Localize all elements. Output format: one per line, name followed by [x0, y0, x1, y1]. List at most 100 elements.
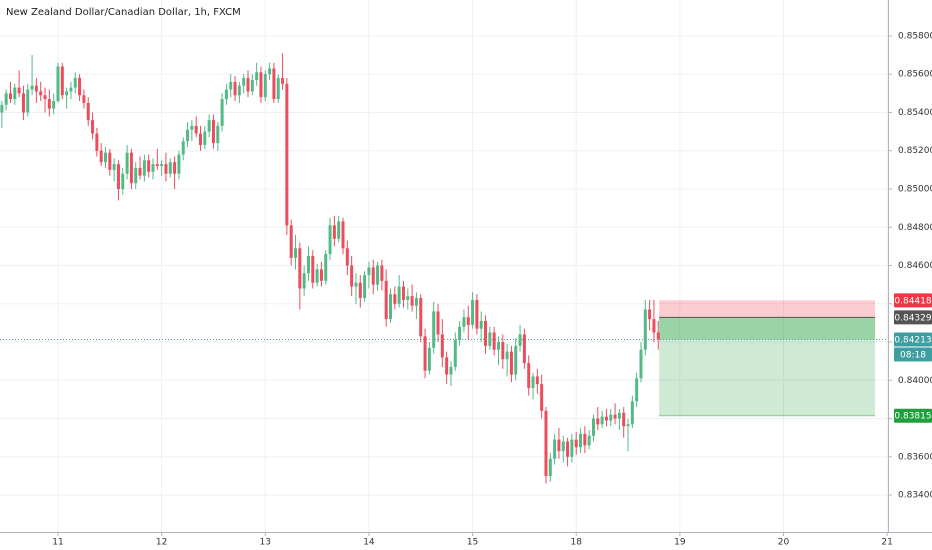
candle-body	[21, 93, 25, 113]
y-tick-label: 0.85600	[898, 70, 932, 80]
candle-body	[423, 336, 427, 371]
candle-body	[337, 221, 341, 239]
candle-body	[246, 78, 250, 92]
candle-body	[345, 248, 349, 266]
candle-body	[211, 120, 215, 144]
candle-body	[47, 99, 51, 109]
candle-body	[566, 441, 570, 457]
stop-label: 0.84418	[894, 296, 931, 306]
candle-body	[635, 378, 639, 402]
candle-body	[639, 349, 643, 379]
y-tick-label: 0.83400	[898, 491, 932, 501]
x-tick-label: 14	[363, 538, 375, 548]
candle-body	[596, 418, 600, 425]
candle-body	[43, 95, 47, 100]
x-tick-label: 19	[674, 538, 686, 548]
countdown-label-bg	[894, 347, 932, 362]
candle-body	[285, 83, 289, 226]
stop-label-bg	[894, 293, 932, 308]
candle-body	[60, 66, 64, 96]
candle-body	[142, 160, 146, 176]
candle-body	[203, 131, 207, 146]
target-label: 0.83815	[894, 412, 931, 422]
y-tick-label: 0.84800	[898, 223, 932, 233]
candle-body	[155, 164, 159, 167]
candle-body	[514, 345, 518, 375]
candle-body	[389, 294, 393, 320]
candle-body	[557, 439, 561, 452]
axes: 0.85800 0.85600 0.85400 0.85200 0.85000 0.848…	[52, 31, 932, 548]
candle-body	[427, 347, 431, 371]
candle-body	[626, 424, 630, 427]
target-zone	[659, 317, 876, 416]
candle-body	[319, 269, 323, 281]
candle-body	[294, 248, 298, 258]
candle-body	[147, 160, 151, 172]
candle-body	[466, 317, 470, 325]
candle-body	[419, 298, 423, 337]
candle-body	[522, 334, 526, 364]
candle-body	[350, 265, 354, 287]
candles	[0, 53, 660, 484]
candle-body	[103, 152, 107, 163]
candle-body	[129, 152, 133, 184]
y-tick-label: 0.83600	[898, 452, 932, 462]
candle-body	[613, 414, 617, 419]
candle-body	[276, 78, 280, 100]
candle-body	[268, 68, 272, 75]
candle-body	[177, 154, 181, 174]
candle-body	[289, 225, 293, 258]
candle-body	[332, 225, 336, 239]
candle-body	[354, 282, 358, 287]
x-tick-label: 21	[881, 538, 892, 548]
candle-body	[112, 164, 116, 170]
candle-body	[259, 72, 263, 98]
x-tick-label: 13	[260, 538, 271, 548]
candle-body	[13, 87, 17, 100]
candle-body	[224, 89, 228, 100]
candle-body	[535, 376, 539, 385]
candle-body	[151, 164, 155, 172]
candle-body	[367, 267, 371, 276]
candle-body	[99, 150, 103, 163]
candle-body	[263, 74, 267, 98]
candle-body	[34, 85, 38, 92]
candle-body	[453, 340, 457, 367]
candle-body	[484, 320, 488, 346]
candle-body	[393, 294, 397, 304]
candle-body	[561, 441, 565, 452]
candle-body	[445, 357, 449, 375]
countdown-label: 08:18	[900, 351, 926, 361]
candle-body	[648, 309, 652, 320]
candle-body	[496, 342, 500, 350]
candle-body	[207, 120, 211, 132]
candle-body	[600, 416, 604, 425]
candle-body	[65, 91, 69, 96]
candle-body	[363, 275, 367, 299]
candle-body	[471, 299, 475, 325]
candle-body	[414, 298, 418, 306]
entry-label-bg	[894, 310, 932, 325]
candle-body	[39, 91, 43, 96]
candle-body	[82, 95, 86, 103]
profit-zone	[659, 317, 876, 340]
candle-body	[406, 296, 410, 300]
target-label-bg	[894, 408, 932, 423]
candle-body	[630, 401, 634, 425]
candle-body	[220, 99, 224, 126]
x-tick-label: 18	[570, 538, 582, 548]
x-tick-label: 20	[778, 538, 790, 548]
candle-body	[78, 78, 82, 96]
last-price-label: 0.84213	[894, 336, 931, 346]
candle-body	[553, 439, 557, 459]
y-tick-label: 0.85800	[898, 31, 932, 41]
y-tick-label: 0.85200	[898, 146, 932, 156]
candle-body	[410, 296, 414, 306]
candle-body	[164, 164, 168, 174]
candle-body	[95, 133, 99, 151]
candle-body	[501, 342, 505, 360]
x-tick-label: 11	[52, 538, 63, 548]
candle-body	[652, 319, 656, 333]
